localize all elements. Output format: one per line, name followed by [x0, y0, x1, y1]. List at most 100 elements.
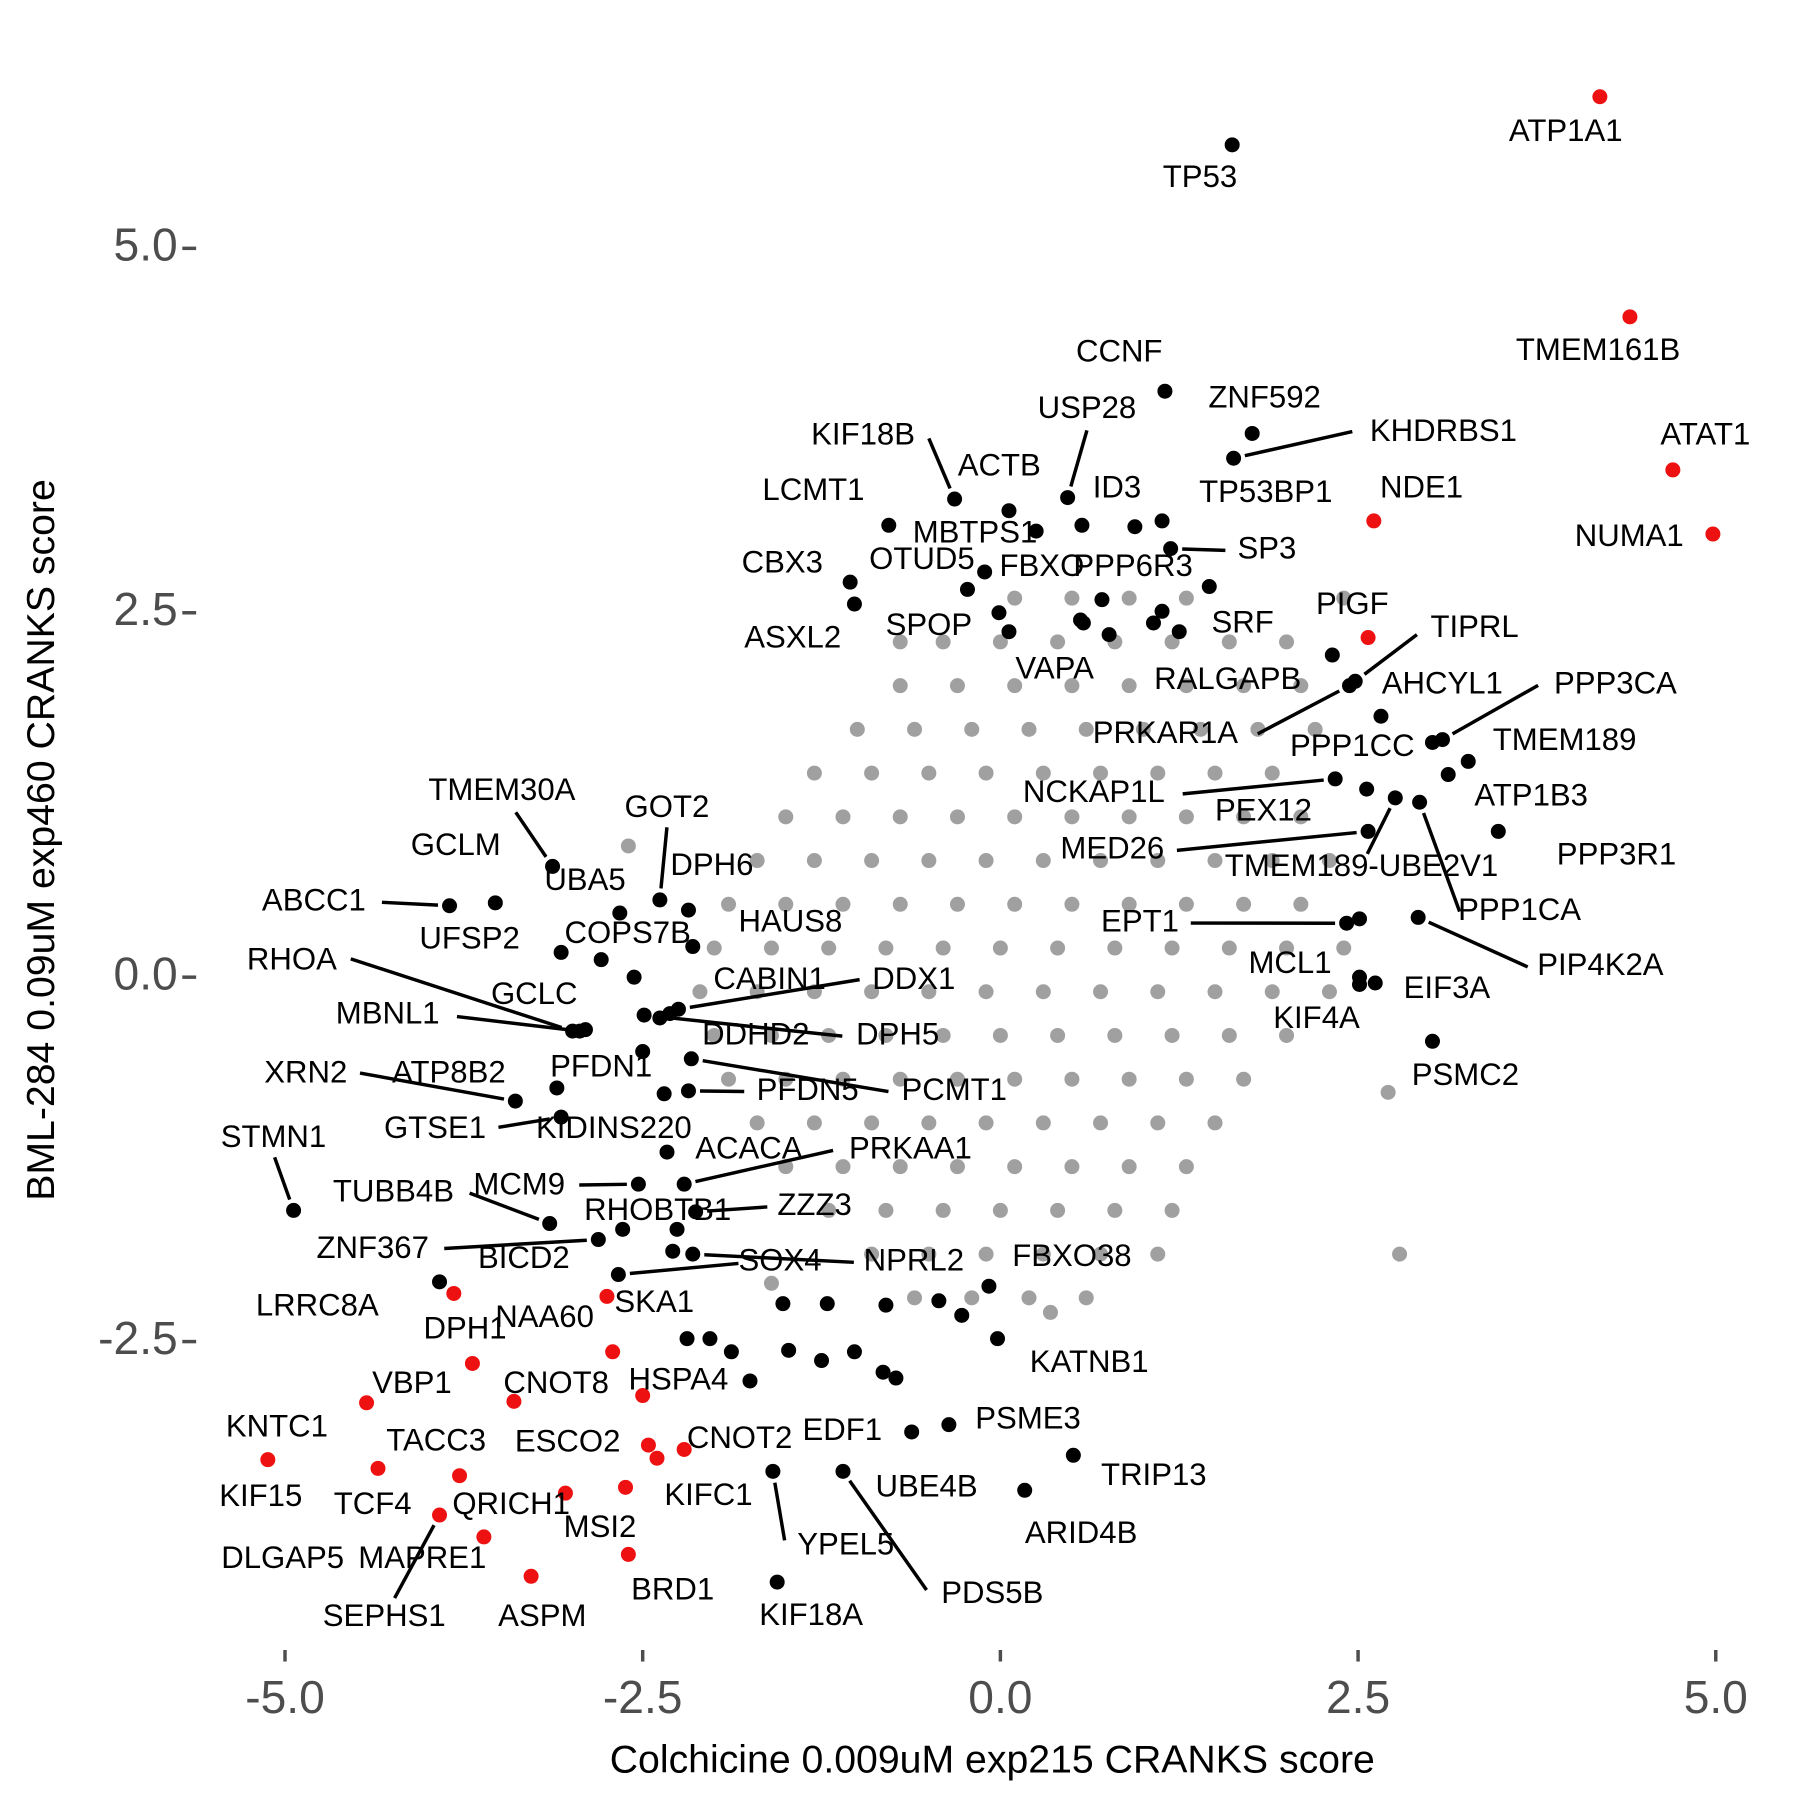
point-label: TACC3 [386, 1423, 486, 1458]
point [1078, 1290, 1094, 1306]
point-label: PCMT1 [901, 1072, 1007, 1107]
leader-line [469, 1191, 540, 1222]
point-label: PFDN5 [757, 1072, 859, 1107]
leader-line [498, 1117, 551, 1130]
point [1236, 678, 1252, 694]
point [842, 574, 858, 590]
point-label: CCNF [1076, 333, 1163, 368]
point-label: ACTB [958, 448, 1041, 483]
point [864, 1115, 880, 1131]
point [359, 1395, 375, 1411]
point [1226, 450, 1242, 466]
point-label: GOT2 [625, 789, 710, 824]
point [875, 1364, 891, 1380]
point [1001, 624, 1017, 640]
point [599, 1288, 615, 1304]
point [676, 1176, 692, 1192]
point [1154, 603, 1170, 619]
point [1279, 634, 1295, 650]
point [1224, 137, 1240, 153]
point [1028, 523, 1044, 539]
point [620, 1546, 636, 1562]
point [907, 1290, 923, 1306]
point [1264, 853, 1280, 869]
leader-line [1451, 683, 1539, 736]
leader-line [456, 1014, 569, 1032]
point [665, 1243, 681, 1259]
point [742, 1373, 758, 1389]
point [978, 853, 994, 869]
point-label: VBP1 [372, 1365, 452, 1400]
point [1150, 1115, 1166, 1131]
point [878, 1202, 894, 1218]
point [542, 1216, 558, 1232]
point-label: UBA5 [544, 862, 625, 897]
point [1341, 678, 1357, 694]
point [1093, 984, 1109, 1000]
point [1359, 781, 1375, 797]
point [990, 1331, 1006, 1347]
point [549, 1080, 565, 1096]
x-tick-label: -2.5 [603, 1671, 683, 1723]
point [1007, 1071, 1023, 1087]
point [1035, 984, 1051, 1000]
point [260, 1452, 276, 1468]
point [1324, 647, 1340, 663]
point [981, 1278, 997, 1294]
point-label: PSMC2 [1412, 1057, 1519, 1092]
point [806, 1115, 822, 1131]
leader-line [359, 1071, 505, 1101]
point [1352, 911, 1368, 927]
point [683, 1051, 699, 1067]
point [1352, 969, 1368, 985]
point [1366, 513, 1382, 529]
point [679, 1331, 695, 1347]
point [723, 1344, 739, 1360]
point [1107, 1027, 1123, 1043]
point [846, 1344, 862, 1360]
point-label: BRD1 [631, 1571, 714, 1606]
point [1336, 940, 1352, 956]
point [706, 940, 722, 956]
point [1424, 734, 1440, 750]
point [1164, 1027, 1180, 1043]
point [947, 491, 963, 507]
point [931, 1293, 947, 1309]
point [892, 1159, 908, 1175]
point [749, 853, 765, 869]
point [1050, 1027, 1066, 1043]
point [1107, 1202, 1123, 1218]
point [553, 1109, 569, 1125]
point-label: CABIN1 [713, 961, 826, 996]
point [1050, 634, 1066, 650]
point [892, 809, 908, 825]
point [992, 634, 1008, 650]
point [572, 1023, 588, 1039]
point [1293, 678, 1309, 694]
point-label: GTSE1 [384, 1110, 486, 1145]
point [978, 1246, 994, 1262]
point-label: AHCYL1 [1382, 666, 1503, 701]
x-tick-label: 0.0 [968, 1671, 1032, 1723]
point-label: MSI2 [564, 1509, 637, 1544]
leader-line [773, 1482, 787, 1541]
point [954, 1307, 970, 1323]
leader-line [1176, 830, 1357, 853]
point [593, 952, 609, 968]
point [553, 944, 569, 960]
point-label: ATP8B2 [392, 1054, 506, 1089]
point [888, 1370, 904, 1386]
point-label: PIP4K2A [1537, 947, 1664, 982]
leader-line [444, 1238, 587, 1251]
point [464, 1355, 480, 1371]
point-label: PPP6R3 [1073, 548, 1192, 583]
point-label: DPH1 [423, 1311, 506, 1346]
point [1178, 1071, 1194, 1087]
point-label: MBNL1 [336, 996, 440, 1031]
leader-line [1256, 689, 1341, 736]
point [1490, 823, 1506, 839]
point [1101, 627, 1117, 643]
point [1178, 809, 1194, 825]
leader-line [927, 437, 952, 490]
point [1705, 526, 1721, 542]
